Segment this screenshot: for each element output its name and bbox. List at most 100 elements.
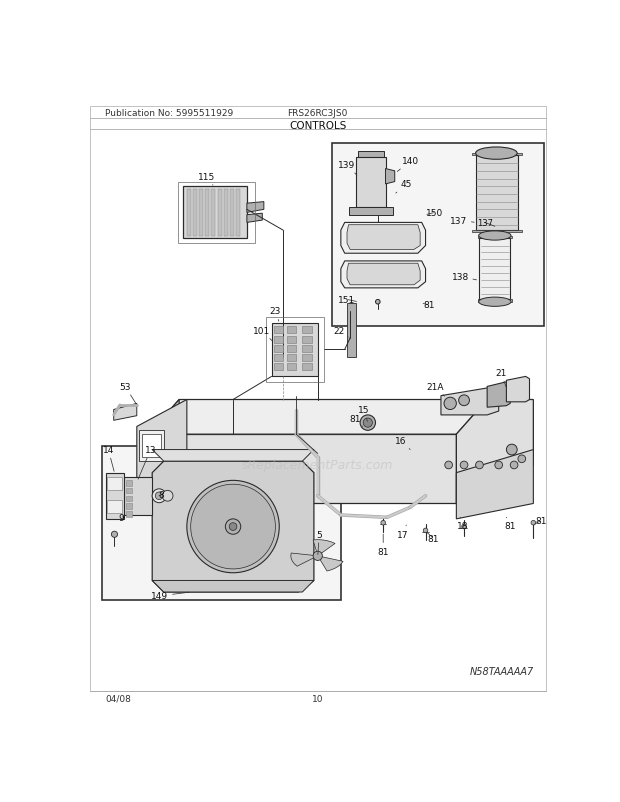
- Text: 53: 53: [120, 383, 136, 404]
- Polygon shape: [152, 581, 314, 592]
- Circle shape: [155, 492, 163, 500]
- Circle shape: [444, 398, 456, 410]
- Polygon shape: [507, 377, 529, 403]
- Bar: [193, 190, 197, 237]
- Text: 81: 81: [505, 517, 516, 530]
- Polygon shape: [347, 225, 420, 250]
- Circle shape: [112, 532, 118, 537]
- Text: 150: 150: [426, 209, 443, 217]
- Polygon shape: [479, 238, 510, 300]
- Bar: [230, 190, 234, 237]
- Text: 17: 17: [397, 525, 408, 539]
- Bar: [218, 190, 221, 237]
- Text: 22: 22: [334, 326, 349, 338]
- Text: 16: 16: [395, 436, 410, 450]
- Polygon shape: [472, 231, 522, 233]
- Bar: [107, 500, 122, 514]
- Text: CONTROLS: CONTROLS: [289, 120, 347, 131]
- Polygon shape: [356, 158, 386, 208]
- Circle shape: [191, 484, 275, 569]
- Circle shape: [445, 461, 453, 469]
- Text: Publication No: 5995511929: Publication No: 5995511929: [105, 108, 234, 118]
- Bar: [332, 144, 544, 327]
- Bar: [274, 327, 283, 334]
- Ellipse shape: [479, 298, 511, 307]
- Bar: [287, 364, 296, 371]
- Bar: [224, 190, 228, 237]
- Polygon shape: [139, 431, 164, 461]
- Text: 5: 5: [316, 530, 322, 555]
- Bar: [303, 354, 312, 362]
- Text: 8: 8: [159, 490, 164, 499]
- Bar: [126, 480, 132, 486]
- Text: 137: 137: [477, 219, 495, 228]
- Bar: [126, 488, 132, 494]
- Circle shape: [423, 529, 428, 533]
- Circle shape: [462, 525, 466, 529]
- Bar: [211, 190, 215, 237]
- Circle shape: [459, 395, 469, 406]
- Polygon shape: [137, 400, 187, 488]
- Circle shape: [363, 419, 373, 427]
- Text: 81: 81: [349, 415, 363, 427]
- Text: 81: 81: [378, 534, 389, 556]
- Polygon shape: [106, 473, 124, 519]
- Polygon shape: [347, 264, 420, 286]
- Bar: [274, 346, 283, 352]
- Polygon shape: [142, 435, 161, 458]
- Bar: [102, 446, 341, 600]
- Circle shape: [187, 480, 279, 573]
- Circle shape: [162, 491, 173, 501]
- Bar: [126, 504, 132, 509]
- Polygon shape: [478, 237, 512, 238]
- Circle shape: [152, 489, 166, 503]
- Text: 14: 14: [103, 445, 114, 472]
- Polygon shape: [148, 435, 456, 504]
- Text: 140: 140: [397, 157, 419, 172]
- Text: 139: 139: [339, 161, 357, 176]
- Bar: [287, 327, 296, 334]
- Text: 101: 101: [253, 326, 272, 342]
- Text: 04/08: 04/08: [105, 694, 131, 703]
- Circle shape: [229, 523, 237, 531]
- Polygon shape: [472, 154, 522, 156]
- Bar: [107, 477, 122, 491]
- Bar: [303, 364, 312, 371]
- Circle shape: [518, 456, 526, 463]
- Polygon shape: [386, 169, 395, 184]
- Circle shape: [531, 520, 536, 525]
- Bar: [303, 346, 312, 352]
- Text: 15: 15: [358, 406, 370, 422]
- Text: 13: 13: [138, 445, 156, 480]
- Polygon shape: [456, 400, 533, 504]
- Text: 149: 149: [151, 592, 189, 601]
- Bar: [287, 354, 296, 362]
- Text: 10: 10: [312, 694, 324, 703]
- Polygon shape: [317, 556, 343, 571]
- Polygon shape: [476, 156, 518, 231]
- Circle shape: [507, 444, 517, 456]
- Bar: [274, 364, 283, 371]
- Text: 138: 138: [451, 273, 477, 282]
- Text: FRS26RC3JS0: FRS26RC3JS0: [288, 108, 348, 118]
- Polygon shape: [347, 304, 356, 358]
- Text: 21A: 21A: [426, 383, 445, 397]
- Bar: [187, 190, 191, 237]
- Ellipse shape: [479, 232, 511, 241]
- Circle shape: [381, 520, 386, 525]
- Bar: [274, 336, 283, 343]
- Bar: [199, 190, 203, 237]
- Bar: [205, 190, 209, 237]
- Polygon shape: [113, 404, 137, 421]
- Polygon shape: [233, 516, 268, 537]
- Polygon shape: [183, 187, 247, 238]
- Polygon shape: [152, 450, 314, 461]
- Text: sReplacementParts.com: sReplacementParts.com: [242, 459, 394, 472]
- Polygon shape: [148, 400, 487, 435]
- Bar: [236, 190, 240, 237]
- Bar: [177, 182, 255, 244]
- Polygon shape: [124, 477, 152, 516]
- Text: 18: 18: [457, 517, 468, 530]
- Bar: [287, 336, 296, 343]
- Polygon shape: [478, 300, 512, 302]
